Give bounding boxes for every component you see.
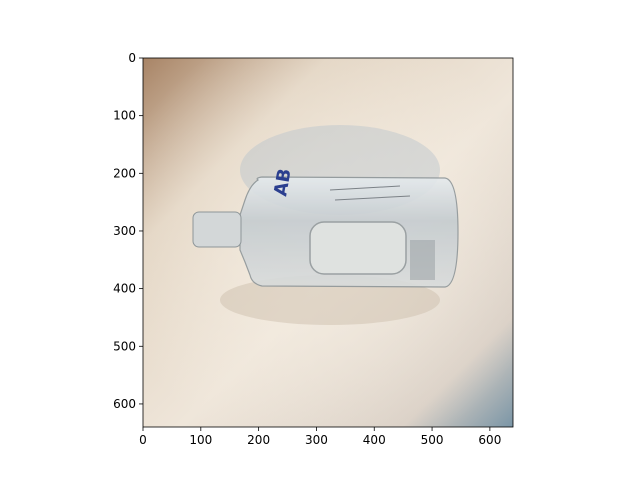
y-tick-label: 600 [113,397,136,411]
x-tick-label: 0 [139,433,147,447]
ticks: 0 100 200 300 400 500 600 0 100 200 300 400 500 600 [113,51,501,447]
x-tick-label: 400 [363,433,386,447]
bottle-logo: AB [270,167,295,198]
x-tick-label: 300 [305,433,328,447]
y-tick-label: 0 [128,51,136,65]
axes-frame [142,57,514,428]
x-tick-label: 600 [478,433,501,447]
x-tick-label: 200 [247,433,270,447]
y-tick-label: 500 [113,339,136,353]
y-tick-label: 300 [113,224,136,238]
image: AB [143,58,513,427]
y-tick-label: 100 [113,109,136,123]
y-tick-label: 400 [113,282,136,296]
y-tick-label: 200 [113,166,136,180]
x-tick-label: 500 [421,433,444,447]
x-tick-label: 100 [189,433,212,447]
